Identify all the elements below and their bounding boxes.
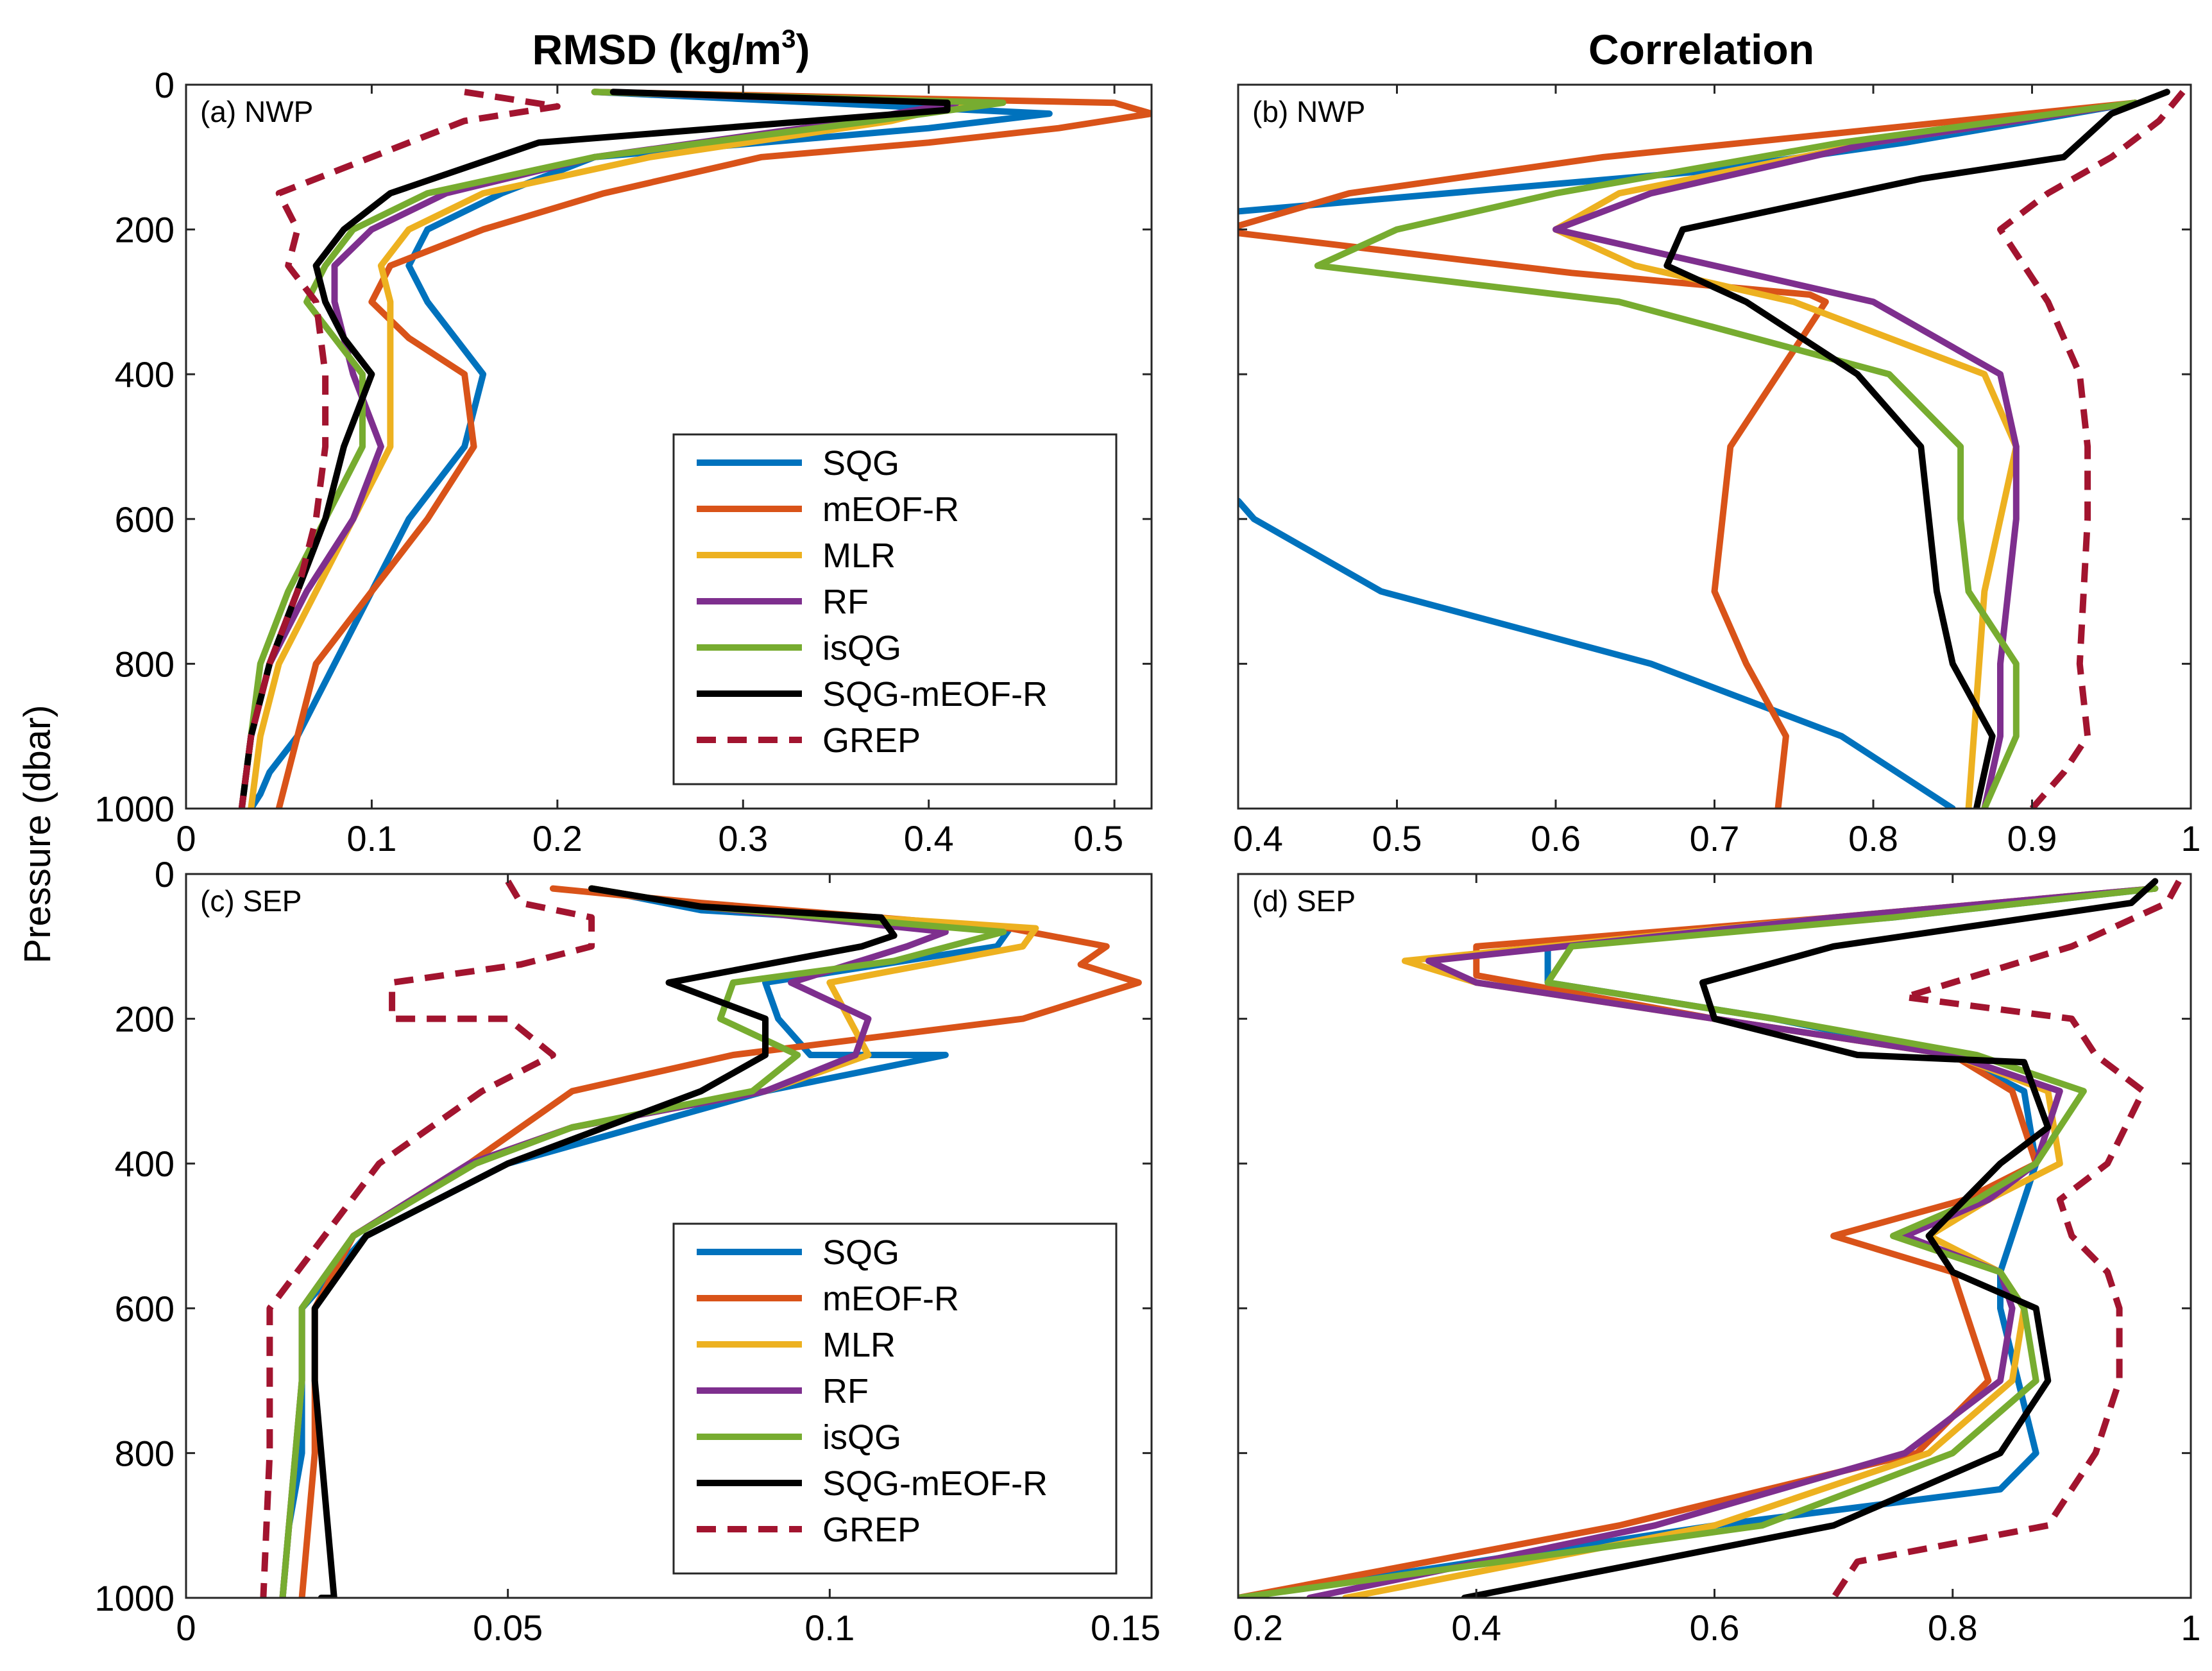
axes-box [185,83,1153,810]
series-line-isqg-4 [238,89,1007,809]
legend-label-isqg: isQG [822,1418,901,1457]
series-line-isqg-4 [1238,885,2159,1598]
series-line-sqg-meof-r-5 [311,885,898,1598]
legend-label-sqg-meof-r: SQG-mEOF-R [822,675,1048,714]
legend-label-sqg: SQG [822,444,899,483]
series-line-grep-6 [238,89,561,809]
y-tick-label: 200 [115,999,174,1040]
legend-label-rf: RF [822,583,869,621]
legend: SQG mEOF-R MLR RF isQG SQG-mEOF-R GREP [672,1222,1118,1575]
panel-label: (b) NWP [1252,95,1365,128]
series-lines [238,89,1152,809]
panels: 0 0.1 0.2 0.3 0.4 0.5 0 200 400 600 800 1000 (a) NWP… [94,65,2200,1648]
y-tick-label: 1000 [94,1578,174,1618]
legend-label-meof-r: mEOF-R [822,1280,959,1318]
series-line-sqg-meof-r-5 [1461,878,2159,1598]
axes-box [185,873,1153,1599]
series-line-meof-r-1 [275,89,1152,809]
x-tick-label: 0 [176,1607,196,1648]
y-tick-label: 0 [155,854,174,895]
x-tick-label: 1 [2181,818,2200,859]
x-tick-label: 0.8 [1928,1607,1978,1648]
legend-box [672,433,1118,785]
plot-area [1238,874,2191,1598]
legend: SQG mEOF-R MLR RF isQG SQG-mEOF-R GREP [672,433,1118,785]
legend-label-mlr: MLR [822,1326,896,1364]
panel-d: 0.2 0.4 0.6 0.8 1 (d) SEP [1233,873,2201,1648]
legend-label-sqg: SQG [822,1233,899,1272]
y-tick-label: 400 [115,1144,174,1184]
series-line-mlr-3 [1553,99,2139,809]
series-line-sqg-1 [1238,497,1956,809]
legend-label-meof-r: mEOF-R [822,490,959,529]
legend-label-grep: GREP [822,721,921,760]
x-tick-label: 0.9 [2007,818,2057,859]
series-line-mlr-2 [1342,885,2159,1598]
panel-a: 0 0.1 0.2 0.3 0.4 0.5 0 200 400 600 800 1000 (a) NWP… [94,65,1153,859]
rmsd-column-title: RMSD (kg/m3) [532,25,810,73]
legend-label-grep: GREP [822,1511,921,1549]
axes-box [1237,873,2192,1599]
y-tick-label: 1000 [94,789,174,829]
x-tick-label: 0.1 [804,1607,855,1648]
legend-label-mlr: MLR [822,536,896,575]
y-tick-label: 400 [115,354,174,395]
legend-label-rf: RF [822,1372,869,1410]
x-tick-label: 0.4 [904,818,954,859]
series-line-rf-4 [1553,99,2139,809]
correlation-column-title: Correlation [1588,26,1814,73]
panel-label: (c) SEP [200,884,302,918]
panel-b: 0.4 0.5 0.6 0.7 0.8 0.9 1 (b) NWP [1233,83,2201,859]
x-tick-label: 0.6 [1690,1607,1740,1648]
y-tick-label: 600 [115,499,174,540]
y-tick-label: 0 [155,65,174,105]
x-tick-label: 0.5 [1372,818,1422,859]
y-axis-label: Pressure (dbar) [17,705,58,964]
y-tick-label: 800 [115,644,174,684]
y-tick-label: 800 [115,1433,174,1473]
series-line-grep-6 [1830,879,2182,1598]
series-lines [1238,89,2186,809]
axes-box [1237,83,2192,810]
series-line-sqg-meof-r-6 [1663,89,2170,809]
x-tick-label: 0.8 [1848,818,1898,859]
x-tick-label: 0.4 [1451,1607,1501,1648]
series-line-isqg-5 [1314,99,2139,809]
x-tick-label: 0.15 [1091,1607,1161,1648]
y-tick-label: 600 [115,1289,174,1329]
x-tick-label: 1 [2181,1607,2200,1648]
series-line-grep-7 [1997,90,2186,809]
series-line-mlr-2 [248,89,969,809]
x-tick-label: 0.5 [1073,818,1123,859]
series-line-sqg-0 [1238,885,2159,1598]
x-tick-label: 0.1 [346,818,396,859]
panel-c: 0 0.05 0.1 0.15 0 200 400 600 800 1000 (c) SEP SQG m… [94,854,1161,1648]
y-tick-label: 200 [115,210,174,250]
series-line-isqg-4 [279,885,1007,1598]
x-tick-label: 0.2 [532,818,583,859]
series-line-meof-r-2 [1238,99,2139,809]
x-tick-label: 0.7 [1690,818,1740,859]
x-tick-label: 0 [176,818,196,859]
x-tick-label: 0.4 [1233,818,1283,859]
x-tick-label: 0.6 [1531,818,1581,859]
series-line-grep-6 [260,879,595,1598]
series-lines [1238,878,2182,1598]
x-tick-label: 0.2 [1233,1607,1283,1648]
x-tick-label: 0.3 [718,818,768,859]
legend-label-isqg: isQG [822,629,901,667]
legend-box [672,1222,1118,1575]
legend-label-sqg-meof-r: SQG-mEOF-R [822,1464,1048,1503]
panel-label: (d) SEP [1252,884,1356,918]
panel-label: (a) NWP [200,95,313,128]
series-lines [260,879,1142,1598]
x-tick-label: 0.05 [473,1607,543,1648]
